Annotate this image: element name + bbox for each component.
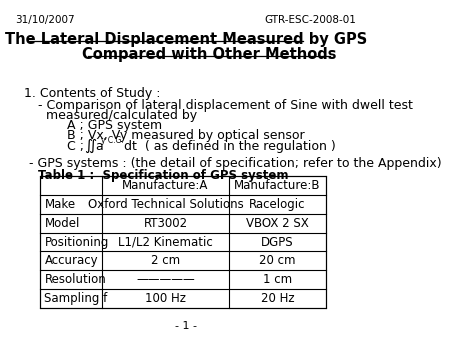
Text: 1 cm: 1 cm	[263, 273, 292, 286]
Text: Accuracy: Accuracy	[45, 255, 98, 267]
Text: a: a	[95, 140, 103, 152]
Text: 31/10/2007: 31/10/2007	[15, 16, 75, 25]
Text: Model: Model	[45, 217, 80, 230]
Text: Racelogic: Racelogic	[249, 198, 306, 211]
Text: Resolution: Resolution	[45, 273, 106, 286]
Text: 100 Hz: 100 Hz	[145, 292, 186, 305]
Text: L1/L2 Kinematic: L1/L2 Kinematic	[118, 236, 213, 248]
Text: ∬: ∬	[84, 139, 96, 153]
Text: C ;: C ;	[67, 140, 88, 152]
Text: Sampling f: Sampling f	[45, 292, 108, 305]
Text: B ; Vx, Vy measured by optical sensor: B ; Vx, Vy measured by optical sensor	[67, 129, 305, 142]
Text: dt  ( as defined in the regulation ): dt ( as defined in the regulation )	[120, 140, 336, 152]
Text: DGPS: DGPS	[261, 236, 294, 248]
Text: y C.G.: y C.G.	[101, 136, 124, 145]
Text: Manufacture:B: Manufacture:B	[234, 179, 321, 192]
Text: A ; GPS system: A ; GPS system	[67, 119, 162, 132]
Text: Manufacture:A: Manufacture:A	[122, 179, 209, 192]
Text: 2 cm: 2 cm	[151, 255, 180, 267]
Text: Oxford Technical Solutions: Oxford Technical Solutions	[88, 198, 243, 211]
Text: GTR-ESC-2008-01: GTR-ESC-2008-01	[265, 16, 357, 25]
Text: Compared with Other Methods: Compared with Other Methods	[82, 47, 336, 62]
Text: —————: —————	[136, 273, 195, 286]
Text: 20 cm: 20 cm	[259, 255, 296, 267]
Bar	[40, 176, 326, 308]
Text: - GPS systems : (the detail of specification; refer to the Appendix): - GPS systems : (the detail of specifica…	[30, 157, 442, 170]
Text: Positioning: Positioning	[45, 236, 109, 248]
Text: RT3002: RT3002	[144, 217, 188, 230]
Text: - 1 -: - 1 -	[175, 320, 197, 331]
Text: 20 Hz: 20 Hz	[261, 292, 294, 305]
Text: Table 1 :  Specification of GPS system: Table 1 : Specification of GPS system	[38, 169, 289, 182]
Text: The Lateral Displacement Measured by GPS: The Lateral Displacement Measured by GPS	[5, 31, 367, 47]
Text: VBOX 2 SX: VBOX 2 SX	[246, 217, 309, 230]
Text: 1. Contents of Study :: 1. Contents of Study :	[24, 87, 161, 100]
Text: Make: Make	[45, 198, 76, 211]
Text: measured/calculated by: measured/calculated by	[38, 109, 198, 122]
Text: - Comparison of lateral displacement of Sine with dwell test: - Comparison of lateral displacement of …	[38, 99, 413, 112]
